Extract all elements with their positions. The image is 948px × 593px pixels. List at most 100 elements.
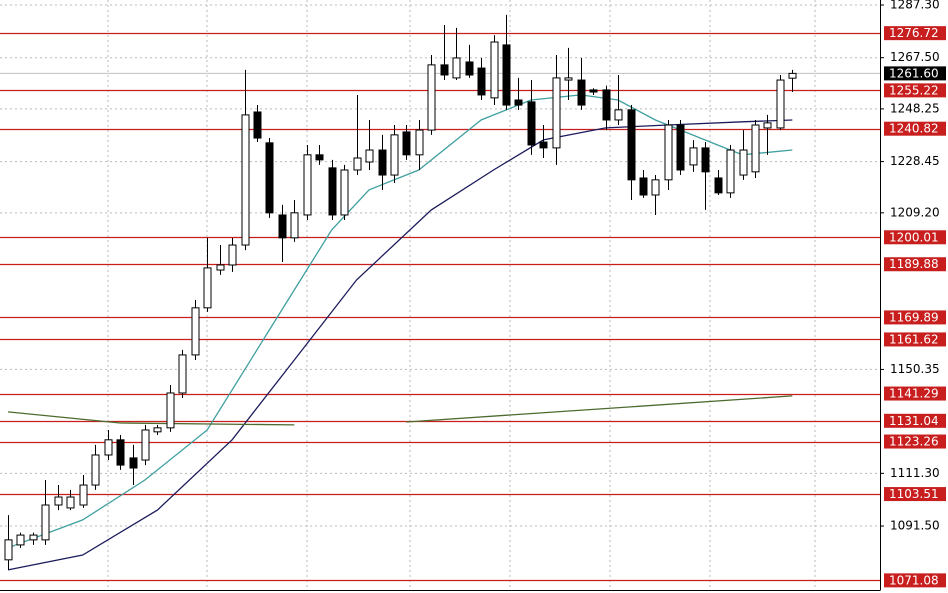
candle-body [328, 167, 337, 216]
candle-body [278, 214, 287, 239]
candle-body [41, 504, 50, 541]
moving-average [7, 395, 793, 426]
y-tick-label: 1267.50 [890, 50, 940, 64]
level-label: 1071.08 [889, 573, 939, 587]
candle-body [577, 79, 586, 106]
candle-body [726, 149, 735, 194]
candle-body [315, 154, 324, 161]
candle-body [178, 354, 187, 394]
level-label-box [884, 386, 946, 401]
y-tick-label: 1091.50 [890, 519, 940, 533]
candle-body [191, 307, 200, 356]
candle-body [689, 147, 698, 166]
candle-body [79, 484, 88, 506]
level-label: 1200.01 [889, 230, 939, 244]
candle-body [477, 67, 486, 96]
level-label-box [884, 230, 946, 245]
candle-body [639, 177, 648, 196]
candle-body [714, 177, 723, 194]
candle-body [353, 157, 362, 171]
candle-body [552, 77, 561, 149]
candle-body [54, 496, 63, 506]
candle-body [589, 89, 598, 93]
level-label-box [884, 332, 946, 347]
level-label: 1123.26 [889, 435, 939, 449]
level-label: 1131.04 [889, 414, 939, 428]
candle-body [664, 124, 673, 181]
level-label-box [884, 413, 946, 428]
y-tick-label: 1228.45 [890, 154, 940, 168]
level-label: 1103.51 [889, 487, 939, 501]
level-label-box [884, 121, 946, 136]
candle-body [365, 149, 374, 163]
candle-body [303, 154, 312, 216]
candle-body [490, 41, 499, 99]
candle-body [564, 77, 573, 81]
candle-body [29, 534, 38, 541]
candle-body [465, 61, 474, 76]
candle-body [66, 496, 75, 509]
y-tick-label: 1111.30 [890, 466, 940, 480]
price-label: 1261.60 [889, 66, 939, 80]
candle-body [627, 109, 636, 181]
candle-body [104, 439, 113, 456]
candle-body [402, 131, 411, 156]
candle-body [241, 114, 250, 246]
level-label-box [884, 257, 946, 272]
level-label-box [884, 487, 946, 502]
candle-body [415, 129, 424, 156]
candle-body [452, 57, 461, 79]
candle-body [788, 72, 797, 79]
candle-body [701, 147, 710, 173]
y-tick-label: 1287.30 [890, 0, 940, 12]
level-label-box [884, 310, 946, 325]
level-label-box [884, 573, 946, 588]
candle-body [614, 109, 623, 121]
level-label: 1169.89 [889, 310, 939, 324]
candle-body [290, 212, 299, 239]
level-label: 1161.62 [889, 332, 939, 346]
price-label-box [884, 66, 946, 81]
candle-body [91, 454, 100, 486]
candle-body [265, 142, 274, 214]
candle-body [514, 99, 523, 106]
candle-body [253, 111, 262, 139]
candle-body [166, 392, 175, 429]
level-label: 1255.22 [889, 83, 939, 97]
candle-body [502, 44, 511, 106]
candle-body [440, 64, 449, 76]
candle-body [228, 244, 237, 266]
level-label: 1240.82 [889, 122, 939, 136]
candle-body [4, 539, 13, 561]
candle-body [739, 149, 748, 176]
candle-body [141, 429, 150, 461]
moving-average [7, 94, 793, 549]
candle-body [751, 124, 760, 173]
candle-body [153, 427, 162, 433]
candle-body [340, 169, 349, 216]
level-label: 1189.88 [889, 257, 939, 271]
candle-body [216, 264, 225, 271]
candle-body [129, 457, 138, 469]
candle-body [676, 124, 685, 171]
level-label: 1276.72 [889, 26, 939, 40]
y-tick-label: 1209.20 [890, 205, 940, 219]
candle-body [602, 89, 611, 121]
level-label-box [884, 434, 946, 449]
candle-body [427, 64, 436, 131]
candle-body [527, 101, 536, 146]
candle-body [651, 179, 660, 196]
candle-body [763, 122, 772, 129]
candle-body [203, 267, 212, 309]
candle-body [116, 439, 125, 466]
level-label-box [884, 83, 946, 98]
candle-body [378, 149, 387, 176]
candle-body [776, 79, 785, 129]
y-tick-label: 1150.35 [890, 362, 940, 376]
level-label: 1141.29 [889, 387, 939, 401]
candle-body [539, 141, 548, 149]
candle-body [390, 134, 399, 176]
candle-body [16, 534, 25, 546]
